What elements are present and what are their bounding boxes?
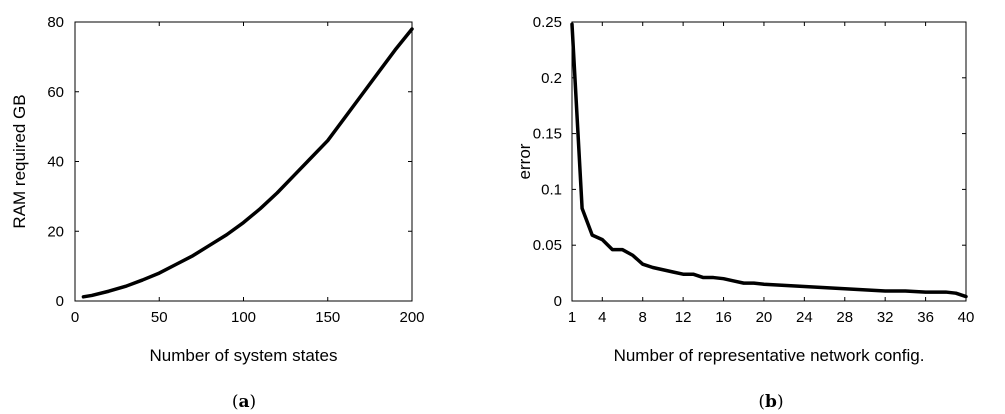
series-line-a [81, 27, 414, 299]
plot-area-a [74, 21, 413, 302]
y-tick-label-b: 0.2 [541, 70, 562, 87]
x-tick-label-b: 24 [796, 309, 813, 326]
y-tick-label-a: 80 [47, 14, 64, 31]
x-axis-label-b: Number of representative network config. [614, 346, 925, 365]
panel-caption-a: (a) [232, 392, 256, 412]
x-tick-label-b: 4 [598, 309, 606, 326]
y-tick-label-b: 0.1 [541, 181, 562, 198]
y-tick-label-a: 0 [56, 293, 64, 310]
x-tick-label-a: 150 [315, 309, 340, 326]
y-axis-label-a: RAM required GB [10, 94, 29, 228]
caption-open-paren: ( [232, 392, 239, 412]
x-tick-label-b: 8 [639, 309, 647, 326]
x-tick-label-b: 1 [568, 309, 576, 326]
plot-area-b [571, 21, 967, 302]
y-tick-label-b: 0.15 [533, 126, 562, 143]
x-axis-label-a: Number of system states [149, 346, 337, 365]
x-tick-label-a: 200 [399, 309, 424, 326]
x-tick-label-b: 12 [675, 309, 692, 326]
x-tick-label-a: 50 [151, 309, 168, 326]
series-line-b [570, 22, 968, 299]
x-tick-label-b: 36 [917, 309, 934, 326]
caption-letter: a [238, 392, 249, 412]
caption-open-paren: ( [758, 392, 765, 412]
caption-letter: b [765, 392, 777, 412]
y-tick-label-b: 0 [554, 293, 562, 310]
y-tick-label-b: 0.05 [533, 237, 562, 254]
x-tick-label-a: 0 [71, 309, 79, 326]
x-tick-label-b: 20 [756, 309, 773, 326]
y-tick-label-a: 60 [47, 84, 64, 101]
caption-close-paren: ) [777, 392, 784, 412]
panel-caption-b: (b) [758, 392, 783, 412]
x-tick-label-b: 32 [877, 309, 894, 326]
x-tick-label-a: 100 [231, 309, 256, 326]
y-tick-label-b: 0.25 [533, 14, 562, 31]
x-tick-label-b: 40 [958, 309, 975, 326]
chart-a: 0 50 100 150 200 0 20 40 60 80 Number of system st… [10, 14, 425, 412]
y-tick-label-a: 40 [47, 154, 64, 171]
chart-b: 1 4 8 12 16 20 24 28 32 36 40 0 0.05 0.1 0.15 0.2 0.25 Nu… [515, 14, 974, 412]
y-tick-label-a: 20 [47, 223, 64, 240]
y-axis-label-b: error [515, 143, 534, 179]
x-tick-label-b: 28 [836, 309, 853, 326]
x-tick-label-b: 16 [715, 309, 732, 326]
caption-close-paren: ) [250, 392, 257, 412]
